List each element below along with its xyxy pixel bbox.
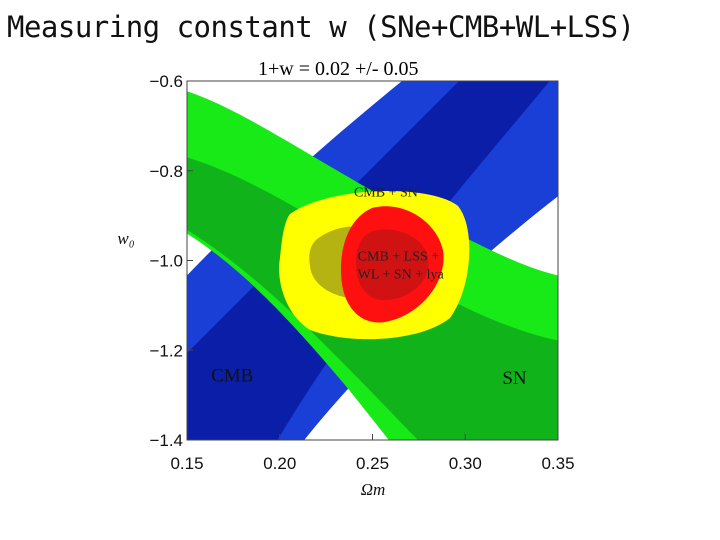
y-axis-label: w₀: [117, 229, 134, 248]
y-axis: −0.6 −0.8 −1.0 −1.2 −1.4: [149, 72, 193, 450]
x-tick-label: 0.35: [541, 454, 574, 473]
y-tick-label: −1.0: [149, 252, 183, 271]
constraint-subtitle: 1+w = 0.02 +/- 0.05: [258, 58, 419, 80]
cmb-label: CMB: [211, 366, 253, 387]
cmb-sn-label: CMB + SN: [354, 185, 418, 200]
y-tick-label: −0.6: [149, 72, 183, 91]
all-probes-inner-contour: [356, 229, 429, 300]
y-tick-label: −0.8: [149, 162, 183, 181]
y-tick-label: −1.4: [149, 431, 183, 450]
x-tick-label: 0.30: [449, 454, 482, 473]
x-tick-label: 0.20: [263, 454, 296, 473]
plot-area: CMB + SN CMB + LSS + WL + SN + lya CMB S…: [187, 81, 558, 440]
x-axis-label: Ωm: [361, 480, 386, 499]
all-probes-label: CMB + LSS + WL + SN + lya: [358, 250, 445, 283]
y-tick-label: −1.2: [149, 341, 183, 360]
slide-title: Measuring constant w (SNe+CMB+WL+LSS): [7, 10, 635, 44]
x-tick-label: 0.25: [356, 454, 389, 473]
all-probes-label-line1: CMB + LSS +: [358, 250, 440, 265]
x-tick-label: 0.15: [170, 454, 203, 473]
all-probes-label-line2: WL + SN + lya: [358, 268, 445, 283]
sn-label: SN: [502, 368, 527, 389]
x-axis: 0.15 0.20 0.25 0.30 0.35: [170, 434, 575, 473]
